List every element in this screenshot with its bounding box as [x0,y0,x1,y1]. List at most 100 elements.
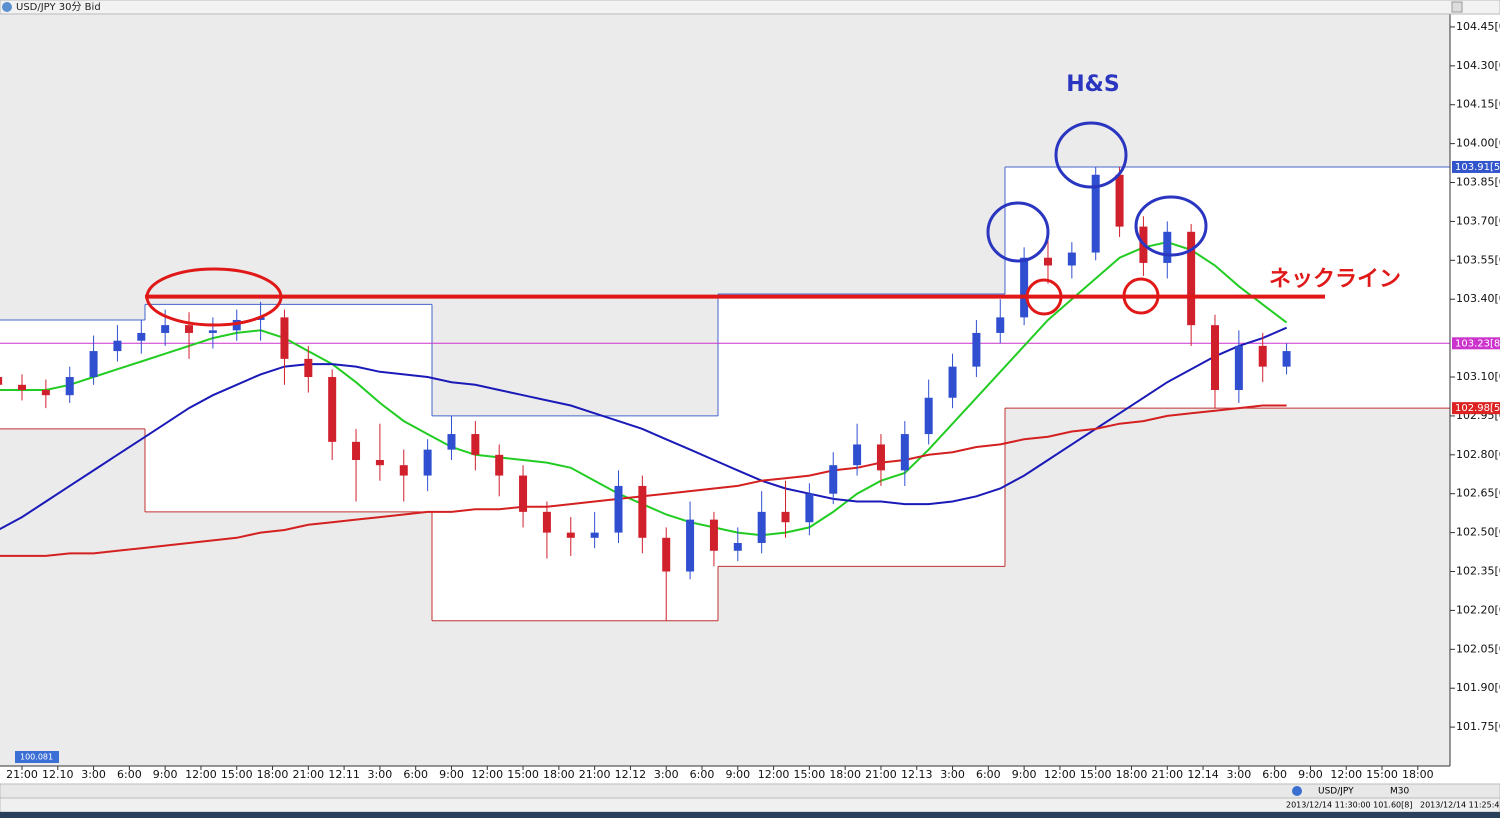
x-tick-label: 6:00 [117,768,142,781]
candle-body [686,519,695,572]
y-tick-label: 103.70[0 [1456,214,1500,227]
x-tick-label: 12:00 [758,768,790,781]
candle-body [471,434,480,455]
price-marker [1452,402,1500,415]
candle-body [1187,231,1196,326]
y-tick-label: 102.65[0 [1456,487,1500,500]
day-range-fill [718,294,1005,567]
candle-body [0,377,3,385]
x-tick-label: 3:00 [81,768,106,781]
candle-body [590,532,599,538]
x-tick-label: 18:00 [829,768,861,781]
x-tick-label: 3:00 [1227,768,1252,781]
y-tick-label: 103.40[0 [1456,292,1500,305]
chart-title: USD/JPY 30分 Bid [16,1,101,13]
x-tick-label: 9:00 [1298,768,1323,781]
candle-body [733,542,742,551]
x-tick-label: 18:00 [1402,768,1434,781]
day-range-fill [145,304,432,512]
day-range-fill [432,415,718,621]
candle-body [1282,351,1291,367]
candle-body [65,377,74,396]
x-tick-label: 3:00 [368,768,393,781]
neckline-label: ネックライン [1269,267,1401,292]
candle-body [137,332,146,341]
candle-body [614,485,623,533]
candle-body [996,317,1005,333]
candle-body [89,351,98,378]
x-tick-label: 9:00 [1012,768,1037,781]
y-tick-label: 102.50[0 [1456,526,1500,539]
x-tick-label: 12.13 [901,768,933,781]
y-tick-label: 101.90[0 [1456,681,1500,694]
x-tick-label: 12:00 [185,768,217,781]
candle-body [185,325,194,333]
y-tick-label: 104.45[0 [1456,20,1500,33]
candle-body [1258,345,1267,367]
candle-body [1163,231,1172,263]
candle-body [1115,174,1124,227]
scale-tag-text: 100.081 [20,753,53,762]
icon [1292,786,1302,796]
candle-body [232,319,241,331]
x-tick-label: 15:00 [1366,768,1398,781]
x-tick-label: 18:00 [1116,768,1148,781]
x-tick-label: 21:00 [292,768,324,781]
candle-body [375,460,384,466]
x-tick-label: 21:00 [865,768,897,781]
candle-body [1211,325,1219,390]
candle-body [161,325,170,333]
x-tick-label: 15:00 [1080,768,1112,781]
day-range-fill [0,319,145,429]
x-tick-label: 18:00 [543,768,575,781]
status-timeframe[interactable]: M30 [1390,787,1409,797]
circle [145,267,283,327]
candle-body [18,384,26,390]
circle [1122,277,1160,315]
x-tick-label: 12.14 [1187,768,1219,781]
candle-body [566,532,575,538]
button[interactable] [1451,1,1463,13]
circle [986,201,1050,263]
candle-body [1091,174,1100,253]
x-tick-label: 9:00 [725,768,750,781]
candle-body [304,358,313,378]
x-tick-label: 21:00 [579,768,611,781]
candle-body [495,454,504,476]
x-tick-label: 21:00 [6,768,38,781]
candle-body [924,397,933,435]
x-tick-label: 21:00 [1151,768,1183,781]
candle-body [876,444,885,471]
circle [1134,195,1208,257]
status-symbol[interactable]: USD/JPY [1318,787,1354,797]
x-tick-label: 12:00 [1044,768,1076,781]
candle-body [805,493,814,523]
icon [2,2,12,12]
candle-body [948,366,957,398]
taskbar [0,812,1500,818]
scale-tag [15,751,59,763]
x-tick-label: 15:00 [507,768,539,781]
x-tick-label: 15:00 [221,768,253,781]
y-tick-label: 102.80[0 [1456,448,1500,461]
candle-body [208,330,217,333]
pattern-label: H&S [1066,72,1119,97]
day-range-fill [1005,166,1450,409]
candle-body [1020,257,1029,318]
y-tick-label: 103.10[0 [1456,370,1500,383]
status-clock: 2013/12/14 11:25:49 [1420,801,1500,810]
x-tick-label: 12:00 [1330,768,1362,781]
y-tick-label: 102.05[0 [1456,642,1500,655]
scrollbar[interactable] [0,783,1500,799]
x-axis-area [0,766,1500,784]
x-tick-label: 9:00 [439,768,464,781]
candle-body [900,434,909,471]
candle-body [662,537,671,572]
price-marker-label: 102.98[5 [1455,403,1500,414]
y-tick-label: 103.85[0 [1456,176,1500,189]
moving-average [0,326,1287,531]
status-cursor: 2013/12/14 11:30:00 101.60[8] [1286,801,1412,810]
x-tick-label: 6:00 [1262,768,1287,781]
title-bar [0,0,1500,15]
x-tick-label: 6:00 [690,768,715,781]
